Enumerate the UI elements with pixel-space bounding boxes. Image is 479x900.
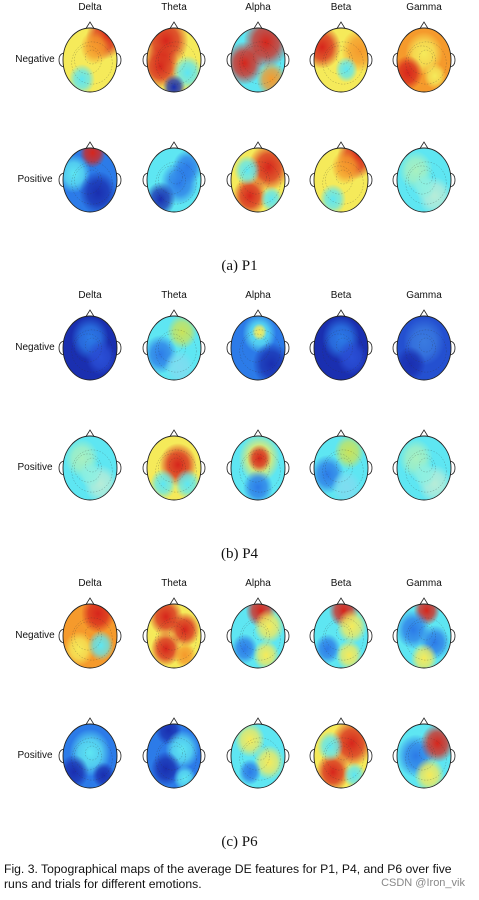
- scalp-map: [226, 597, 290, 669]
- scalp-map: [142, 597, 206, 669]
- band-label: Beta: [330, 578, 352, 589]
- scalp-map: [392, 429, 456, 501]
- watermark: CSDN @Iron_vik: [381, 877, 465, 889]
- panel-caption: (b) P4: [220, 546, 259, 562]
- panel-caption: (c) P6: [221, 834, 258, 850]
- row-label: Negative: [15, 54, 55, 65]
- band-label: Gamma: [406, 2, 442, 13]
- scalp-map: [142, 717, 206, 789]
- row-label: Positive: [17, 750, 53, 761]
- band-label: Theta: [161, 290, 187, 301]
- figure-caption: Fig. 3. Topographical maps of the averag…: [4, 862, 452, 891]
- band-label: Delta: [78, 290, 102, 301]
- scalp-map: [309, 309, 373, 381]
- band-label: Gamma: [406, 578, 442, 589]
- scalp-map: [142, 429, 206, 501]
- scalp-map: [142, 141, 206, 213]
- band-label: Beta: [330, 290, 352, 301]
- scalp-map: [58, 429, 122, 501]
- band-label: Delta: [78, 2, 102, 13]
- scalp-map: [392, 597, 456, 669]
- scalp-map: [58, 141, 122, 213]
- band-label: Delta: [78, 578, 102, 589]
- scalp-map: [392, 309, 456, 381]
- scalp-map: [58, 597, 122, 669]
- scalp-map: [309, 717, 373, 789]
- band-label: Theta: [161, 2, 187, 13]
- scalp-map: [58, 21, 122, 93]
- row-label: Negative: [15, 342, 55, 353]
- row-label: Positive: [17, 174, 53, 185]
- band-label: Alpha: [245, 290, 271, 301]
- scalp-map: [309, 141, 373, 213]
- scalp-map: [226, 717, 290, 789]
- scalp-map: [226, 21, 290, 93]
- scalp-map: [309, 429, 373, 501]
- band-label: Gamma: [406, 290, 442, 301]
- row-label: Positive: [17, 462, 53, 473]
- row-label: Negative: [15, 630, 55, 641]
- scalp-map: [226, 141, 290, 213]
- scalp-map: [309, 597, 373, 669]
- scalp-map: [58, 717, 122, 789]
- scalp-map: [392, 141, 456, 213]
- band-label: Alpha: [245, 2, 271, 13]
- band-label: Alpha: [245, 578, 271, 589]
- panel-caption: (a) P1: [221, 258, 258, 274]
- scalp-map: [142, 21, 206, 93]
- scalp-map: [58, 309, 122, 381]
- scalp-map: [392, 21, 456, 93]
- scalp-map: [226, 429, 290, 501]
- scalp-map: [226, 309, 290, 381]
- scalp-map: [309, 21, 373, 93]
- band-label: Theta: [161, 578, 187, 589]
- band-label: Beta: [330, 2, 352, 13]
- scalp-map: [392, 717, 456, 789]
- scalp-map: [142, 309, 206, 381]
